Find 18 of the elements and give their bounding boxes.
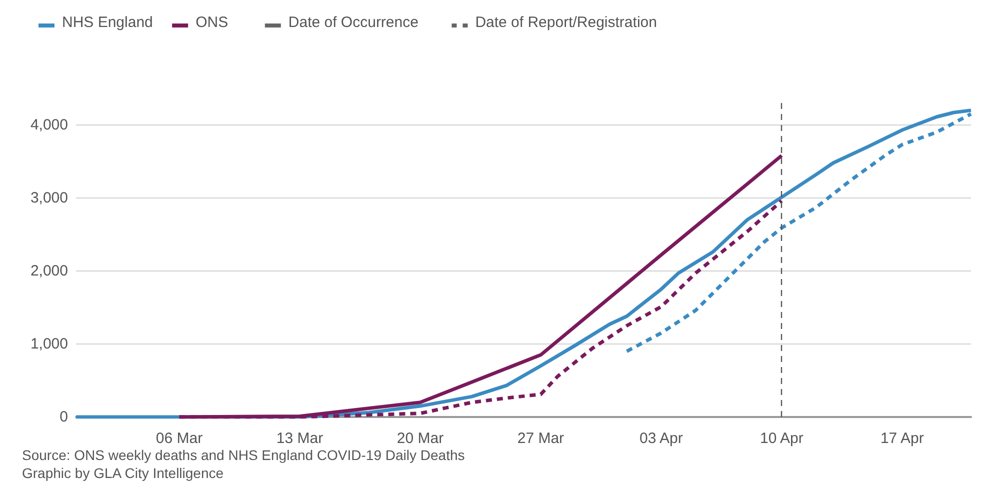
x-tick-label: 17 Apr: [880, 430, 924, 447]
x-tick-label: 10 Apr: [760, 430, 804, 447]
x-tick-label: 06 Mar: [156, 430, 203, 447]
legend-label: NHS England: [62, 14, 153, 31]
legend-label: ONS: [196, 14, 228, 31]
y-tick-label: 2,000: [30, 262, 68, 280]
text: Date of Occurrence: [288, 14, 418, 31]
text: Graphic by GLA City Intelligence: [22, 465, 224, 481]
x-tick-label: 13 Mar: [276, 430, 324, 447]
y-tick-label: 1,000: [30, 335, 68, 352]
text: Date of Report/Registration: [475, 14, 657, 31]
y-tick-label: 0: [60, 408, 68, 426]
x-tick-label: 03 Apr: [640, 430, 683, 447]
x-tick-label: 27 Mar: [517, 430, 564, 447]
x-tick-label: 20 Mar: [396, 430, 444, 447]
y-tick-label: 3,000: [30, 189, 68, 206]
y-tick-label: 4,000: [30, 116, 68, 134]
source-note: Source: ONS weekly deaths and NHS England COVID-19 Daily Deaths: [22, 447, 465, 463]
